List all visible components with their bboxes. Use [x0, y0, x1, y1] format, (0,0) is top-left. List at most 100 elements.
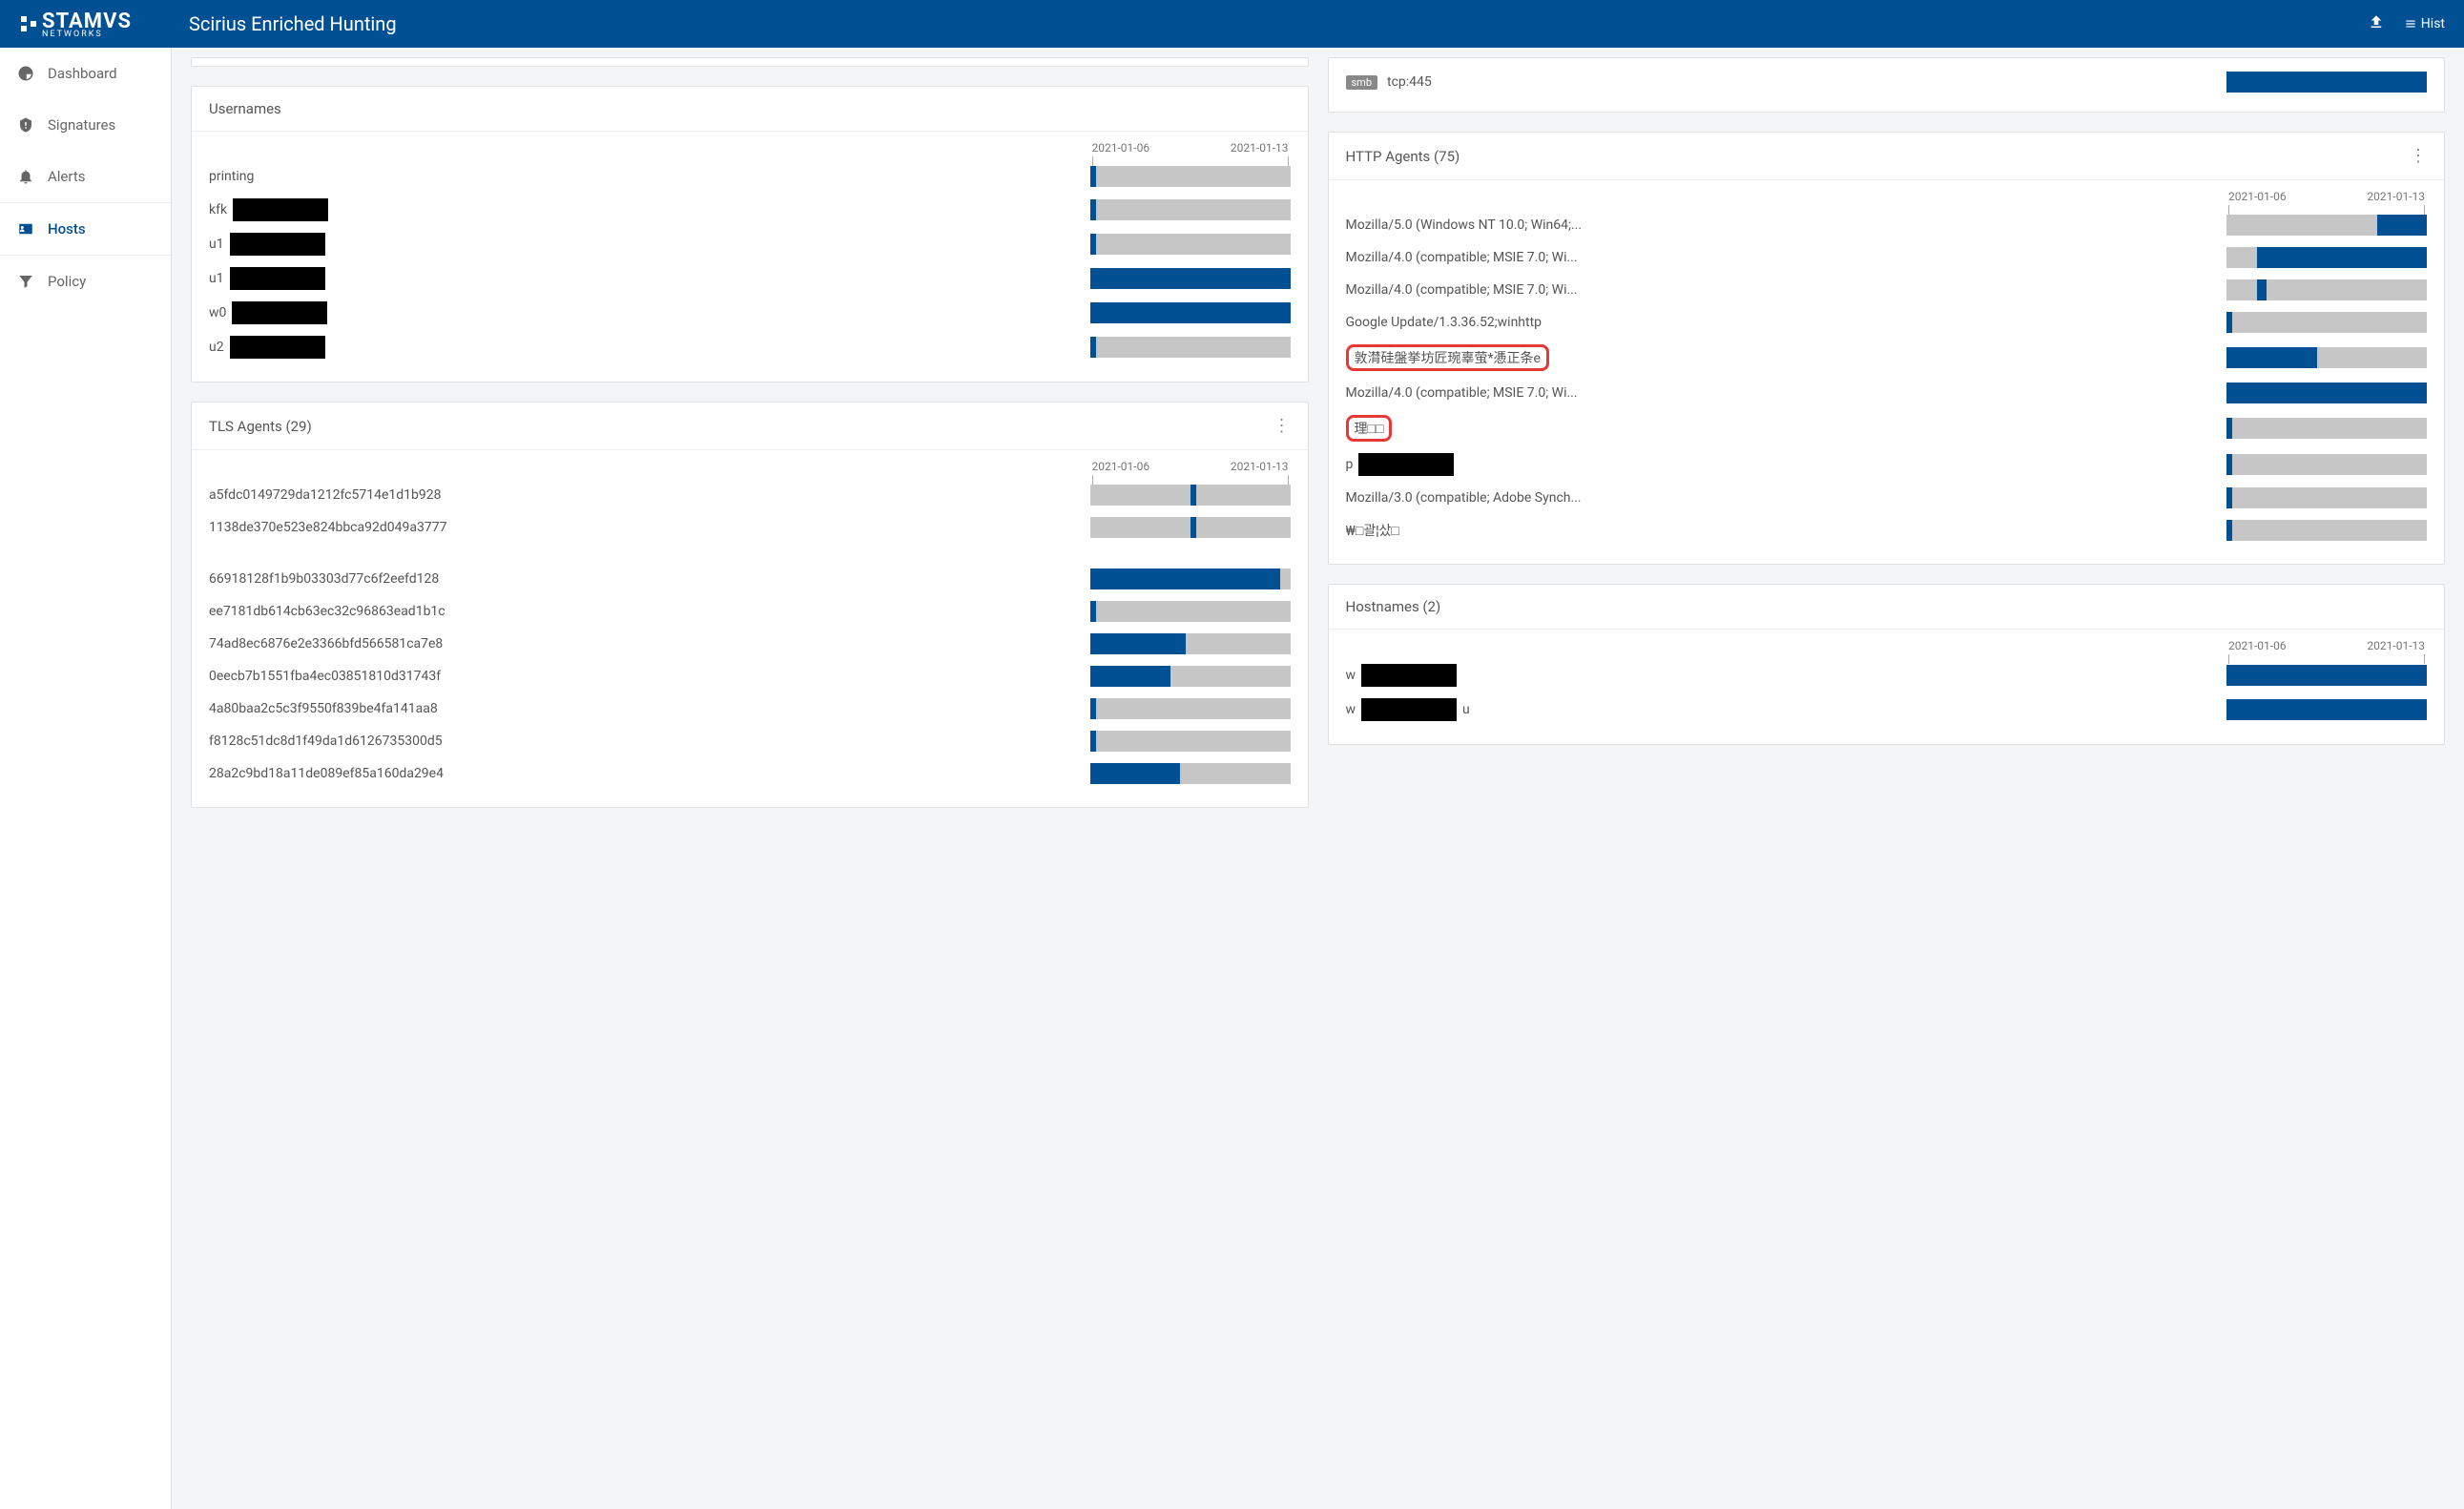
list-item[interactable]: kfk	[209, 193, 1291, 227]
panel-title: Usernames	[209, 100, 281, 117]
redacted-block	[233, 198, 328, 221]
item-label: u1	[209, 227, 1081, 261]
upload-icon[interactable]	[2368, 13, 2385, 34]
list-item[interactable]: u1	[209, 227, 1291, 261]
kebab-icon[interactable]: ⋮	[2410, 146, 2427, 166]
timeline-bar	[2226, 72, 2427, 93]
kebab-icon[interactable]: ⋮	[1273, 416, 1291, 436]
timeline-bar	[2226, 699, 2427, 720]
list-item[interactable]: 74ad8ec6876e2e3366bfd566581ca7e8	[209, 628, 1291, 660]
list-item[interactable]: w	[1346, 658, 2428, 692]
list-item[interactable]: Mozilla/4.0 (compatible; MSIE 7.0; Wi...	[1346, 241, 2428, 274]
timeline-bar	[1090, 698, 1291, 719]
panel-hostnames: Hostnames (2) 2021-01-06 2021-01-13 wwu	[1328, 584, 2446, 745]
timeline-bar	[1090, 666, 1291, 687]
date-axis: 2021-01-06 2021-01-13	[1090, 460, 1291, 473]
list-item[interactable]: 1138de370e523e824bbca92d049a3777	[209, 511, 1291, 544]
list-item[interactable]: wu	[1346, 692, 2428, 727]
list-item[interactable]: Google Update/1.3.36.52;winhttp	[1346, 306, 2428, 339]
list-item[interactable]: printing	[209, 160, 1291, 193]
sidebar-item-dashboard[interactable]: Dashboard	[0, 48, 171, 99]
timeline-bar	[2226, 520, 2427, 541]
timeline-bar	[1090, 731, 1291, 752]
list-item[interactable]: w0	[209, 296, 1291, 330]
list-item[interactable]: 4a80baa2c5c3f9550f839be4fa141aa8	[209, 692, 1291, 725]
item-label: Google Update/1.3.36.52;winhttp	[1346, 309, 2218, 336]
shield-icon	[17, 116, 34, 134]
item-label: f8128c51dc8d1f49da1d6126735300d5	[209, 728, 1081, 754]
redacted-block	[230, 233, 325, 256]
list-item[interactable]: 敦潸硅盤挙坊匠琬辜萤*慿正条e	[1346, 339, 2428, 377]
item-label: a5fdc0149729da1212fc5714e1d1b928	[209, 482, 1081, 508]
list-item[interactable]: ee7181db614cb63ec32c96863ead1b1c	[209, 595, 1291, 628]
item-label: 28a2c9bd18a11de089ef85a160da29e4	[209, 760, 1081, 787]
list-item[interactable]: 66918128f1b9b03303d77c6f2eefd128	[209, 563, 1291, 595]
id-icon	[17, 220, 34, 238]
sidebar: Dashboard Signatures Alerts Hosts Policy	[0, 48, 172, 1509]
list-item[interactable]: 理□□	[1346, 409, 2428, 447]
panel-tls-agents: TLS Agents (29) ⋮ 2021-01-06 2021-01-13 …	[191, 402, 1309, 808]
item-label: w0	[209, 296, 1081, 330]
timeline-bar	[1090, 199, 1291, 220]
item-label: kfk	[209, 193, 1081, 227]
timeline-bar	[1090, 517, 1291, 538]
list-item[interactable]: u1	[209, 261, 1291, 296]
timeline-bar	[1090, 268, 1291, 289]
history-link[interactable]: Hist	[2404, 16, 2445, 31]
item-label: Mozilla/5.0 (Windows NT 10.0; Win64;...	[1346, 212, 2218, 238]
item-label: u2	[209, 330, 1081, 364]
list-item[interactable]: ₩□괄¦샀□	[1346, 514, 2428, 547]
highlighted-label: 敦潸硅盤挙坊匠琬辜萤*慿正条e	[1346, 344, 1549, 371]
item-label: u1	[209, 261, 1081, 296]
logo-icon	[19, 14, 38, 33]
list-item[interactable]: p	[1346, 447, 2428, 482]
timeline-bar	[1090, 601, 1291, 622]
timeline-bar	[2226, 487, 2427, 508]
timeline-bar	[1090, 302, 1291, 323]
sidebar-item-label: Dashboard	[48, 65, 117, 82]
item-label: Mozilla/4.0 (compatible; MSIE 7.0; Wi...	[1346, 380, 2218, 406]
item-label: 1138de370e523e824bbca92d049a3777	[209, 514, 1081, 541]
list-item[interactable]: u2	[209, 330, 1291, 364]
list-item[interactable]: smbtcp:445	[1346, 66, 2428, 98]
sidebar-item-alerts[interactable]: Alerts	[0, 151, 171, 202]
item-label: w	[1346, 658, 2218, 692]
list-item[interactable]: 0eecb7b1551fba4ec03851810d31743f	[209, 660, 1291, 692]
list-item[interactable]: 28a2c9bd18a11de089ef85a160da29e4	[209, 757, 1291, 790]
sidebar-item-signatures[interactable]: Signatures	[0, 99, 171, 151]
item-label: 0eecb7b1551fba4ec03851810d31743f	[209, 663, 1081, 690]
redacted-block	[1358, 453, 1454, 476]
list-item[interactable]: Mozilla/4.0 (compatible; MSIE 7.0; Wi...	[1346, 377, 2428, 409]
panel-cropped-top-left	[191, 57, 1309, 67]
timeline-bar	[2226, 665, 2427, 686]
item-label: ₩□괄¦샀□	[1346, 515, 2218, 546]
sidebar-item-label: Signatures	[48, 116, 115, 134]
item-label: Mozilla/4.0 (compatible; MSIE 7.0; Wi...	[1346, 277, 2218, 303]
redacted-block	[1361, 698, 1457, 721]
item-label: printing	[209, 163, 1081, 190]
sidebar-item-policy[interactable]: Policy	[0, 256, 171, 307]
item-label: ee7181db614cb63ec32c96863ead1b1c	[209, 598, 1081, 625]
list-item[interactable]: Mozilla/5.0 (Windows NT 10.0; Win64;...	[1346, 209, 2428, 241]
timeline-bar	[1090, 485, 1291, 506]
list-item[interactable]: f8128c51dc8d1f49da1d6126735300d5	[209, 725, 1291, 757]
timeline-bar	[2226, 247, 2427, 268]
timeline-bar	[2226, 418, 2427, 439]
sidebar-item-label: Hosts	[48, 220, 86, 238]
list-item[interactable]: a5fdc0149729da1212fc5714e1d1b928	[209, 479, 1291, 511]
dashboard-icon	[17, 65, 34, 82]
redacted-block	[232, 301, 327, 324]
list-item[interactable]: Mozilla/4.0 (compatible; MSIE 7.0; Wi...	[1346, 274, 2428, 306]
timeline-bar	[1090, 337, 1291, 358]
timeline-bar	[2226, 382, 2427, 403]
redacted-block	[230, 336, 325, 359]
timeline-bar	[2226, 312, 2427, 333]
sidebar-item-hosts[interactable]: Hosts	[0, 202, 171, 256]
list-item[interactable]: Mozilla/3.0 (compatible; Adobe Synch...	[1346, 482, 2428, 514]
timeline-bar	[2226, 454, 2427, 475]
page-title: Scirius Enriched Hunting	[189, 12, 397, 35]
item-label: Mozilla/3.0 (compatible; Adobe Synch...	[1346, 485, 2218, 511]
highlighted-label: 理□□	[1346, 415, 1393, 442]
panel-title: Hostnames (2)	[1346, 598, 1441, 615]
topbar: STAMVS NETWORKS Scirius Enriched Hunting…	[0, 0, 2464, 48]
